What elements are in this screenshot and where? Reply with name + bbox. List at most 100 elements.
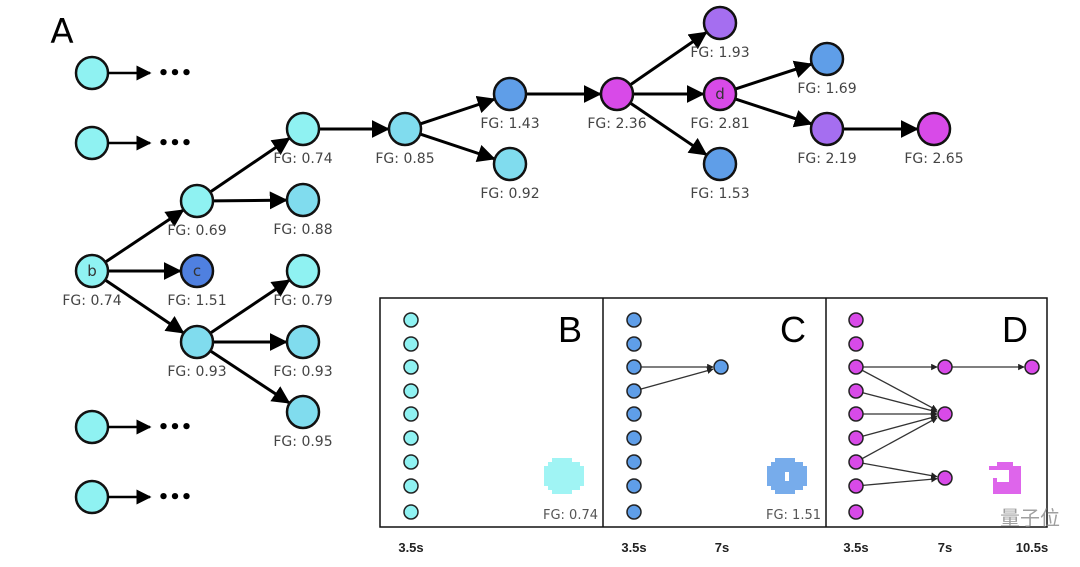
- edge-arrow: [734, 60, 813, 91]
- morphology-shape: [989, 462, 1021, 494]
- population-node: [626, 454, 642, 470]
- node-fg-label: FG: 0.79: [273, 293, 332, 309]
- watermark: 量子位: [1000, 506, 1060, 530]
- ellipsis-icon: •••: [158, 133, 193, 154]
- node-letter: b: [87, 262, 97, 280]
- tree-node: b FG: 0.74: [62, 253, 122, 309]
- morphology-shape: [767, 458, 807, 494]
- node-fg-label: FG: 1.69: [797, 81, 856, 97]
- tree-node: FG: 1.69: [797, 41, 857, 97]
- inset-letter: B: [558, 309, 582, 350]
- population-node: [403, 336, 419, 352]
- tree-node: d FG: 2.81: [690, 76, 750, 132]
- unexpanded-lineage: •••: [74, 409, 193, 445]
- tree-node: FG: 0.85: [375, 111, 435, 167]
- node-fg-label: FG: 1.53: [690, 186, 749, 202]
- tree-node: FG: 0.88: [273, 182, 333, 238]
- population-node: [626, 478, 642, 494]
- time-tick-label: 7s: [938, 540, 952, 555]
- edge-arrow: [104, 209, 185, 264]
- node-circle: [74, 253, 110, 289]
- inset-panel-d: D 3.5s 7s 10.5s: [843, 309, 1048, 555]
- ellipsis-icon: •••: [158, 63, 193, 84]
- tree-node: FG: 0.92: [480, 146, 540, 202]
- node-fg-label: FG: 1.43: [480, 116, 539, 132]
- inset-panel-b: B FG: 0.74 3.5s: [398, 309, 598, 555]
- time-tick-label: 10.5s: [1016, 540, 1049, 555]
- node-fg-label: FG: 0.74: [62, 293, 121, 309]
- population-node: [848, 478, 864, 494]
- node-fg-label: FG: 0.85: [375, 151, 434, 167]
- node-circle: [809, 41, 845, 77]
- tree-node: c FG: 1.51: [167, 253, 227, 309]
- population-node: [713, 359, 729, 375]
- population-node: [937, 470, 953, 486]
- node-circle: [492, 76, 528, 112]
- node-circle: [179, 183, 215, 219]
- population-node: [937, 406, 953, 422]
- tree-node: FG: 2.19: [797, 111, 857, 167]
- population-node: [403, 312, 419, 328]
- node-circle: [599, 76, 635, 112]
- morphology-shape: [544, 458, 584, 494]
- node-letter: d: [715, 85, 725, 103]
- node-circle: [702, 146, 738, 182]
- tree-node: FG: 0.74: [273, 111, 333, 167]
- population-node: [403, 430, 419, 446]
- population-node: [626, 504, 642, 520]
- node-circle: [387, 111, 423, 147]
- population-node: [403, 454, 419, 470]
- population-node: [403, 406, 419, 422]
- tree-node: FG: 0.93: [273, 324, 333, 380]
- node-circle: [702, 76, 738, 112]
- shape-fg-label: FG: 1.51: [766, 508, 821, 523]
- edge-arrow: [419, 132, 496, 163]
- edge-arrow: [734, 97, 813, 128]
- node-fg-label: FG: 0.93: [167, 364, 226, 380]
- node-circle: [179, 253, 215, 289]
- population-node: [848, 312, 864, 328]
- node-letter: c: [193, 262, 201, 280]
- node-circle: [179, 324, 215, 360]
- population-node: [848, 406, 864, 422]
- node-circle: [285, 253, 321, 289]
- population-node: [848, 430, 864, 446]
- edge-arrow: [855, 366, 938, 411]
- population-node: [848, 383, 864, 399]
- node-fg-label: FG: 0.95: [273, 434, 332, 450]
- shape-fg-label: FG: 0.74: [543, 508, 598, 523]
- node-circle: [916, 111, 952, 147]
- node-fg-label: FG: 0.92: [480, 186, 539, 202]
- inset-letter: C: [780, 309, 806, 350]
- edge-arrow: [855, 414, 938, 439]
- panel-a-label: A: [50, 12, 73, 52]
- time-tick-label: 3.5s: [843, 540, 868, 555]
- node-circle: [285, 182, 321, 218]
- tree-node: FG: 2.65: [904, 111, 964, 167]
- edge-arrow: [104, 278, 185, 334]
- population-node: [626, 312, 642, 328]
- node-circle: [74, 479, 110, 515]
- edge-arrow: [855, 417, 938, 463]
- node-fg-label: FG: 1.51: [167, 293, 226, 309]
- tree-node: FG: 0.95: [273, 394, 333, 450]
- tree-node: FG: 0.69: [167, 183, 227, 239]
- population-node: [937, 359, 953, 375]
- node-circle: [702, 5, 738, 41]
- ellipsis-icon: •••: [158, 417, 193, 438]
- unexpanded-lineage: •••: [74, 479, 192, 515]
- node-fg-label: FG: 2.19: [797, 151, 856, 167]
- node-circle: [74, 55, 110, 91]
- inset-letter: D: [1002, 309, 1028, 350]
- population-node: [403, 359, 419, 375]
- edge-arrow: [209, 137, 291, 194]
- tree-node: FG: 1.53: [690, 146, 750, 202]
- edge-arrow: [209, 279, 291, 335]
- node-fg-label: FG: 0.74: [273, 151, 332, 167]
- time-tick-label: 3.5s: [621, 540, 646, 555]
- time-tick-label: 7s: [715, 540, 729, 555]
- edge-arrow: [629, 31, 708, 87]
- node-circle: [809, 111, 845, 147]
- node-circle: [492, 146, 528, 182]
- tree-node: FG: 1.43: [480, 76, 540, 132]
